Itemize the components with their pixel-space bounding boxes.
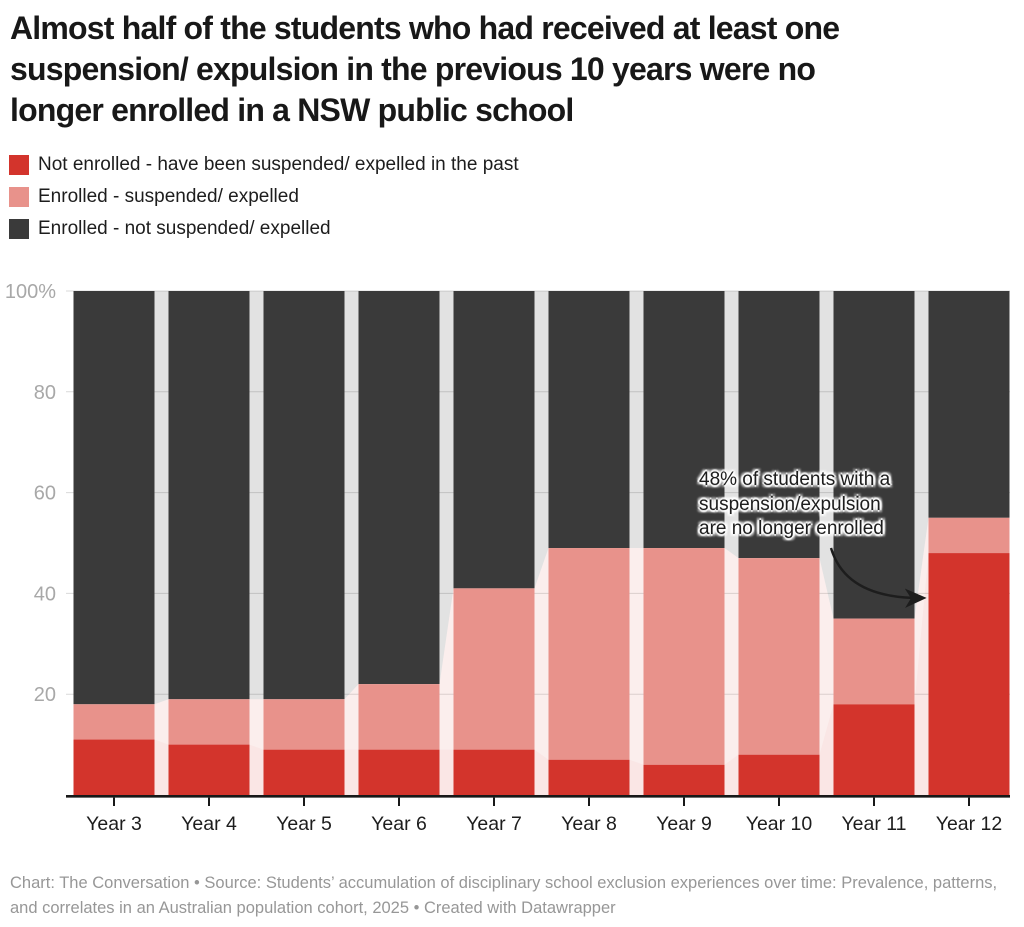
chart-title-line: longer enrolled in a NSW public school (10, 92, 574, 128)
annotation-line: are no longer enrolled (699, 518, 884, 539)
x-axis-label: Year 9 (656, 813, 712, 835)
y-axis-label: 100% (5, 281, 56, 303)
bar-segment-enrolled-not-suspended[interactable] (928, 291, 1010, 518)
x-axis-label: Year 5 (276, 813, 332, 835)
legend-label: Enrolled - suspended/ expelled (38, 186, 299, 207)
x-axis-label: Year 12 (936, 813, 1003, 835)
bar-segment-not-enrolled[interactable] (928, 553, 1010, 795)
y-axis-label: 80 (34, 382, 56, 404)
bar-segment-enrolled-suspended[interactable] (73, 704, 155, 740)
bar-segment-enrolled-suspended[interactable] (453, 588, 535, 750)
bar-segment-enrolled-suspended[interactable] (548, 548, 630, 760)
legend: Not enrolled - have been suspended/ expe… (9, 154, 519, 251)
annotation-line: suspension/expulsion (699, 493, 881, 515)
x-axis-labels: Year 3 Year 4 Year 5 Year 6 Year 7 Year 8 Year… (86, 813, 1002, 835)
bar-segment-enrolled-not-suspended[interactable] (453, 291, 535, 589)
chart-title: Almost half of the students who had rece… (10, 8, 1014, 131)
bar-segment-not-enrolled[interactable] (168, 744, 250, 795)
y-axis-labels: 100% 80 60 40 20 (5, 281, 56, 706)
x-axis-label: Year 4 (181, 813, 237, 835)
bar-segment-enrolled-not-suspended[interactable] (833, 291, 915, 619)
chart-annotation: 48% of students with a suspension/expuls… (699, 468, 890, 542)
stacked-bar-chart: Year 3 Year 4 Year 5 Year 6 Year 7 Year 8 Year… (5, 281, 1010, 835)
bar-segment-not-enrolled[interactable] (263, 749, 345, 795)
bar-segment-not-enrolled[interactable] (548, 759, 630, 795)
chart-title-line: suspension/ expulsion in the previous 10… (10, 51, 816, 87)
bar-connectors (154, 291, 929, 795)
x-axis-label: Year 3 (86, 813, 142, 835)
x-axis (66, 794, 1010, 806)
x-axis-label: Year 8 (561, 813, 617, 835)
bar-segment-enrolled-suspended[interactable] (168, 699, 250, 745)
y-axis-label: 60 (34, 483, 56, 505)
bar-segment-enrolled-not-suspended[interactable] (73, 291, 155, 705)
annotation-line: 48% of students with a (699, 469, 891, 490)
bar-segment-not-enrolled[interactable] (738, 754, 820, 795)
bars (73, 291, 1010, 795)
legend-item-enrolled-not-suspended: Enrolled - not suspended/ expelled (9, 218, 519, 239)
bar-segment-enrolled-suspended[interactable] (643, 548, 725, 765)
bar-segment-enrolled-not-suspended[interactable] (643, 291, 725, 549)
bar-segment-not-enrolled[interactable] (453, 749, 535, 795)
bar-segment-enrolled-not-suspended[interactable] (263, 291, 345, 700)
y-axis-label: 20 (34, 684, 56, 706)
plot-area: Year 3 Year 4 Year 5 Year 6 Year 7 Year 8 Year… (0, 265, 1024, 850)
annotation-arrow (829, 547, 927, 608)
legend-swatch-dark (9, 219, 29, 239)
bar-segment-not-enrolled[interactable] (643, 764, 725, 795)
x-axis-label: Year 11 (841, 813, 906, 835)
legend-item-not-enrolled: Not enrolled - have been suspended/ expe… (9, 154, 519, 175)
chart-title-line: Almost half of the students who had rece… (10, 10, 840, 46)
bar-segment-enrolled-not-suspended[interactable] (738, 291, 820, 559)
bar-segment-enrolled-not-suspended[interactable] (168, 291, 250, 700)
bar-segment-enrolled-suspended[interactable] (358, 684, 440, 750)
legend-label: Enrolled - not suspended/ expelled (38, 218, 331, 239)
bar-segment-not-enrolled[interactable] (73, 739, 155, 795)
x-axis-label: Year 7 (466, 813, 522, 835)
y-axis-label: 40 (34, 583, 56, 605)
bar-segment-enrolled-not-suspended[interactable] (548, 291, 630, 549)
legend-swatch-red (9, 155, 29, 175)
bar-segment-enrolled-not-suspended[interactable] (358, 291, 440, 685)
bar-segment-enrolled-suspended[interactable] (833, 618, 915, 705)
bar-segment-not-enrolled[interactable] (358, 749, 440, 795)
legend-swatch-pink (9, 187, 29, 207)
bar-segment-enrolled-suspended[interactable] (263, 699, 345, 750)
bar-segment-enrolled-suspended[interactable] (928, 517, 1010, 554)
x-axis-label: Year 6 (371, 813, 427, 835)
chart-footer: Chart: The Conversation • Source: Studen… (10, 874, 998, 917)
bar-segment-not-enrolled[interactable] (833, 704, 915, 795)
legend-item-enrolled-suspended: Enrolled - suspended/ expelled (9, 186, 519, 207)
bar-segment-enrolled-suspended[interactable] (738, 558, 820, 755)
legend-label: Not enrolled - have been suspended/ expe… (38, 154, 519, 175)
x-axis-label: Year 10 (746, 813, 813, 835)
